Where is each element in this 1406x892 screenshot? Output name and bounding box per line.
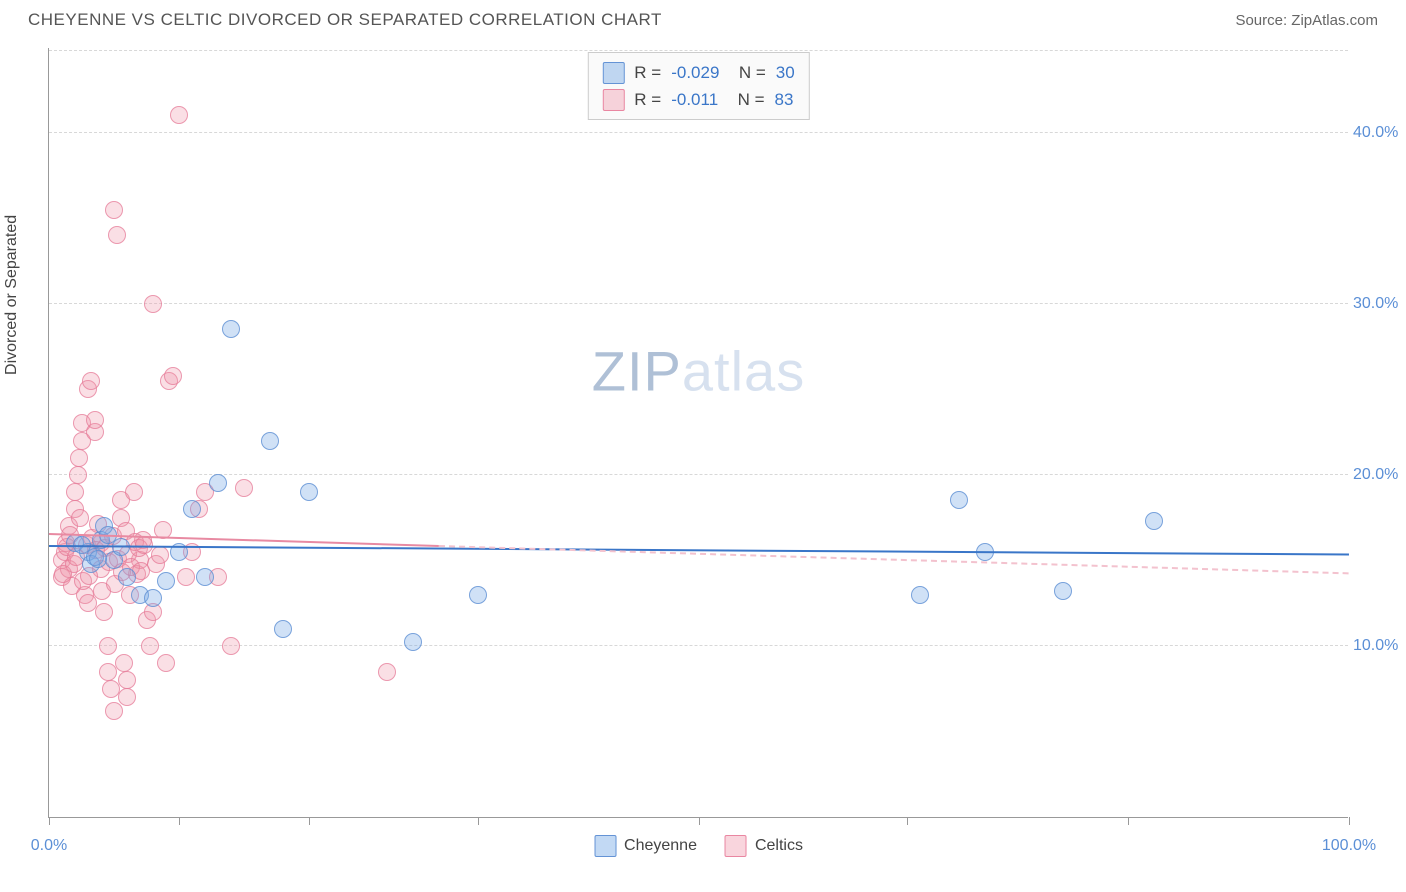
ytick-label: 20.0% [1353, 466, 1406, 484]
legend-r-celtics: -0.011 [671, 86, 718, 113]
legend-n-label: N = [729, 59, 765, 86]
data-point-cheyenne [89, 550, 107, 568]
data-point-cheyenne [404, 633, 422, 651]
watermark: ZIPatlas [592, 338, 805, 403]
data-point-cheyenne [261, 432, 279, 450]
legend-row-cheyenne: R = -0.029 N = 30 [602, 59, 794, 86]
data-point-cheyenne [1145, 512, 1163, 530]
data-point-celtics [99, 663, 117, 681]
data-point-celtics [118, 671, 136, 689]
swatch-celtics [602, 89, 624, 111]
xtick [1349, 817, 1350, 825]
swatch-cheyenne-icon [594, 835, 616, 857]
data-point-celtics [108, 226, 126, 244]
data-point-celtics [151, 546, 169, 564]
data-point-celtics [70, 449, 88, 467]
data-point-celtics [222, 637, 240, 655]
data-point-cheyenne [118, 568, 136, 586]
data-point-celtics [71, 509, 89, 527]
legend-item-cheyenne: Cheyenne [594, 835, 697, 857]
gridline [49, 645, 1348, 646]
data-point-celtics [82, 372, 100, 390]
legend-r-cheyenne: -0.029 [671, 59, 719, 86]
data-point-cheyenne [300, 483, 318, 501]
gridline [49, 303, 1348, 304]
data-point-celtics [115, 654, 133, 672]
data-point-celtics [157, 654, 175, 672]
xtick [478, 817, 479, 825]
gridline [49, 132, 1348, 133]
legend-n-celtics: 83 [775, 86, 794, 113]
legend-n-label: N = [728, 86, 764, 113]
scatter-plot-area: ZIPatlas R = -0.029 N = 30 R = -0.011 N … [48, 48, 1348, 818]
xtick [699, 817, 700, 825]
ytick-label: 40.0% [1353, 124, 1406, 142]
data-point-cheyenne [209, 474, 227, 492]
data-point-celtics [141, 637, 159, 655]
data-point-celtics [170, 106, 188, 124]
chart-header: CHEYENNE VS CELTIC DIVORCED OR SEPARATED… [0, 0, 1406, 36]
data-point-celtics [95, 603, 113, 621]
xtick-label: 0.0% [31, 837, 67, 855]
data-point-cheyenne [196, 568, 214, 586]
legend-r-label: R = [634, 86, 661, 113]
gridline [49, 50, 1348, 51]
data-point-celtics [99, 637, 117, 655]
ytick-label: 10.0% [1353, 637, 1406, 655]
data-point-celtics [105, 201, 123, 219]
data-point-cheyenne [950, 491, 968, 509]
legend-item-celtics: Celtics [725, 835, 803, 857]
data-point-celtics [177, 568, 195, 586]
data-point-cheyenne [911, 586, 929, 604]
swatch-cheyenne [602, 62, 624, 84]
data-point-celtics [105, 702, 123, 720]
data-point-cheyenne [157, 572, 175, 590]
data-point-cheyenne [469, 586, 487, 604]
gridline [49, 474, 1348, 475]
xtick [907, 817, 908, 825]
legend-label-celtics: Celtics [755, 837, 803, 855]
data-point-cheyenne [1054, 582, 1072, 600]
chart-source: Source: ZipAtlas.com [1235, 12, 1378, 29]
data-point-celtics [164, 367, 182, 385]
xtick [1128, 817, 1129, 825]
chart-title: CHEYENNE VS CELTIC DIVORCED OR SEPARATED… [28, 10, 662, 30]
data-point-cheyenne [144, 589, 162, 607]
data-point-celtics [235, 479, 253, 497]
data-point-celtics [125, 483, 143, 501]
swatch-celtics-icon [725, 835, 747, 857]
xtick-label: 100.0% [1322, 837, 1376, 855]
ytick-label: 30.0% [1353, 295, 1406, 313]
data-point-celtics [378, 663, 396, 681]
xtick [49, 817, 50, 825]
legend-label-cheyenne: Cheyenne [624, 837, 697, 855]
legend-n-cheyenne: 30 [776, 59, 795, 86]
trendline-celtics-dash [439, 545, 1349, 574]
data-point-cheyenne [222, 320, 240, 338]
xtick [179, 817, 180, 825]
correlation-legend: R = -0.029 N = 30 R = -0.011 N = 83 [587, 52, 809, 120]
data-point-celtics [66, 483, 84, 501]
data-point-cheyenne [274, 620, 292, 638]
series-legend: Cheyenne Celtics [594, 835, 803, 857]
y-axis-label: Divorced or Separated [3, 215, 21, 375]
data-point-celtics [144, 295, 162, 313]
data-point-celtics [69, 466, 87, 484]
watermark-zip: ZIP [592, 339, 682, 402]
watermark-atlas: atlas [682, 339, 805, 402]
xtick [309, 817, 310, 825]
data-point-cheyenne [183, 500, 201, 518]
data-point-celtics [86, 411, 104, 429]
legend-r-label: R = [634, 59, 661, 86]
legend-row-celtics: R = -0.011 N = 83 [602, 86, 794, 113]
data-point-celtics [118, 688, 136, 706]
